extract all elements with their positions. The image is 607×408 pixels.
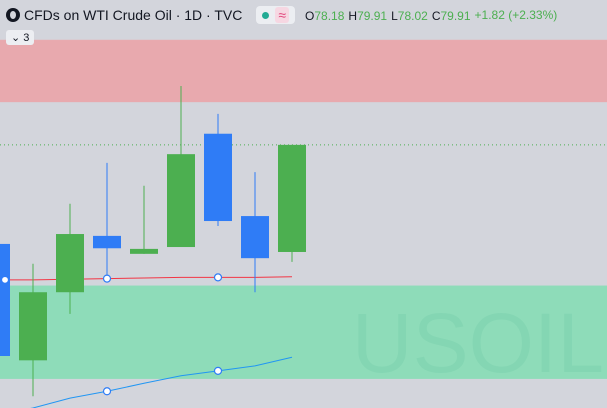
symbol-header: CFDs on WTI Crude Oil · 1D · TVC ≈ O78.1… (6, 6, 557, 24)
candle-body (56, 234, 84, 293)
ohlc-label: H (348, 9, 358, 23)
ma-marker (213, 273, 223, 282)
candle-body (278, 144, 306, 252)
candle-body (0, 243, 10, 356)
zone (0, 40, 607, 103)
ohlc-item: L78.02 (391, 9, 428, 23)
candle-body (204, 133, 232, 222)
ohlc-value: 79.91 (440, 9, 471, 23)
ohlc-item: H79.91 (348, 9, 387, 23)
ohlc-item: C79.91 (432, 9, 471, 23)
ohlc-label: C (431, 9, 441, 23)
status-pill[interactable]: ≈ (256, 6, 296, 24)
ma-marker (213, 366, 223, 375)
change: +1.82 (+2.33%) (474, 8, 558, 22)
ma-marker (102, 387, 112, 396)
data-status: ≈ (275, 7, 290, 23)
ohlc-item: O78.18 (305, 9, 344, 23)
ma-line (0, 276, 293, 281)
ohlc-value: 78.02 (397, 9, 428, 23)
watermark: USOIL (352, 296, 604, 390)
ohlc-legend: O78.18 H79.91 L78.02 C79.91 (305, 7, 475, 23)
ma-marker (102, 274, 112, 283)
ohlc-label: L (391, 9, 398, 23)
market-status (262, 11, 270, 19)
candle-body (19, 292, 47, 361)
symbol-logo (6, 8, 20, 22)
ohlc-label: O (305, 9, 315, 23)
indicators-toggle[interactable]: ⌄ 3 (6, 30, 35, 45)
candle-body (93, 235, 121, 249)
ohlc-value: 79.91 (357, 9, 388, 23)
candle-body (167, 154, 195, 248)
indicator-count: 3 (23, 32, 30, 44)
ohlc-value: 78.18 (314, 9, 345, 23)
ma-line (30, 356, 293, 408)
candle-body (130, 248, 158, 254)
candle-body (241, 216, 269, 259)
ma-marker (0, 275, 10, 284)
symbol-title[interactable]: CFDs on WTI Crude Oil · 1D · TVC (24, 7, 243, 23)
zone (0, 286, 607, 379)
